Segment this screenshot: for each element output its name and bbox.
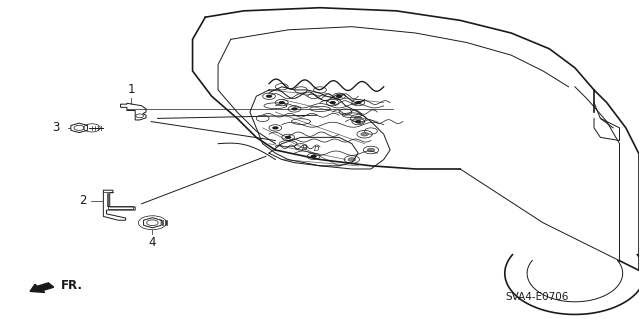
Text: D: D	[314, 146, 319, 152]
Text: H: H	[301, 145, 307, 152]
Circle shape	[278, 101, 285, 104]
FancyArrow shape	[30, 283, 54, 293]
Text: FR.: FR.	[61, 279, 83, 293]
Text: 4: 4	[148, 236, 156, 249]
Circle shape	[330, 101, 336, 104]
Circle shape	[355, 116, 362, 120]
Circle shape	[336, 95, 342, 98]
Text: 2: 2	[79, 194, 86, 207]
Circle shape	[272, 126, 278, 130]
Circle shape	[361, 132, 369, 136]
Circle shape	[291, 107, 298, 110]
Circle shape	[310, 155, 317, 158]
Circle shape	[285, 136, 291, 139]
Text: 1: 1	[127, 83, 135, 96]
Circle shape	[367, 148, 375, 152]
Text: SVA4-E0706: SVA4-E0706	[505, 292, 568, 302]
Circle shape	[266, 95, 272, 98]
Circle shape	[348, 158, 356, 161]
Circle shape	[355, 120, 362, 123]
Text: 3: 3	[52, 121, 60, 134]
Circle shape	[355, 101, 362, 104]
